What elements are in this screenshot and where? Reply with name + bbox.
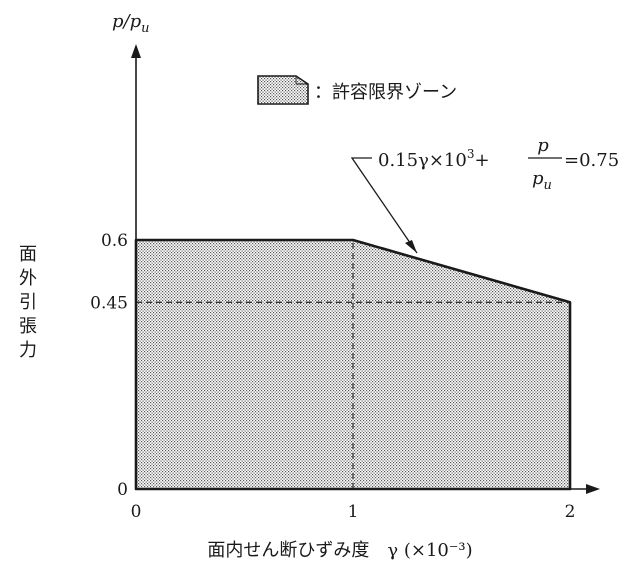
y-axis-title: p/pu	[112, 11, 149, 36]
equation-annotation: 0.15γ×103+ p pu =0.75	[350, 135, 619, 254]
y-axis-arrow	[131, 44, 141, 58]
equation-denominator-sub: u	[544, 178, 552, 193]
legend: ：許容限界ゾーン	[257, 75, 457, 105]
y-side-char: 面	[19, 244, 37, 265]
legend-swatch	[257, 75, 309, 105]
x-tick-label: 2	[565, 502, 576, 522]
y-axis-side-label: 面 外 引 張 力	[19, 244, 37, 361]
equation-exponent: 3	[467, 147, 475, 161]
x-tick-label: 0	[131, 502, 142, 522]
y-side-char: 引	[19, 292, 37, 313]
legend-label: ：許容限界ゾーン	[314, 82, 457, 103]
equation-denominator: pu	[532, 168, 552, 193]
y-tick-label: 0.45	[90, 293, 128, 313]
x-axis-title: 面内せん断ひずみ度 γ (×10⁻³)	[207, 540, 472, 561]
equation-left-text: 0.15γ×10	[378, 150, 467, 171]
y-tick-label: 0	[117, 480, 128, 500]
y-side-char: 張	[19, 316, 37, 337]
x-tick-label: 1	[348, 502, 359, 522]
y-axis-title-sub: u	[141, 21, 149, 36]
equation-plus: +	[474, 150, 489, 171]
y-side-char: 力	[19, 340, 37, 361]
equation-denominator-main: p	[532, 168, 544, 189]
equation-numerator: p	[537, 135, 549, 156]
x-axis-arrow	[586, 484, 600, 494]
y-tick-label: 0.6	[101, 231, 128, 251]
equation-leader-line	[350, 157, 418, 254]
y-axis-title-main: p/p	[112, 11, 142, 32]
equation-leader-arrow	[405, 240, 417, 253]
equation-left: 0.15γ×103+	[378, 147, 490, 171]
equation-right: =0.75	[564, 150, 619, 171]
y-side-char: 外	[19, 268, 37, 289]
